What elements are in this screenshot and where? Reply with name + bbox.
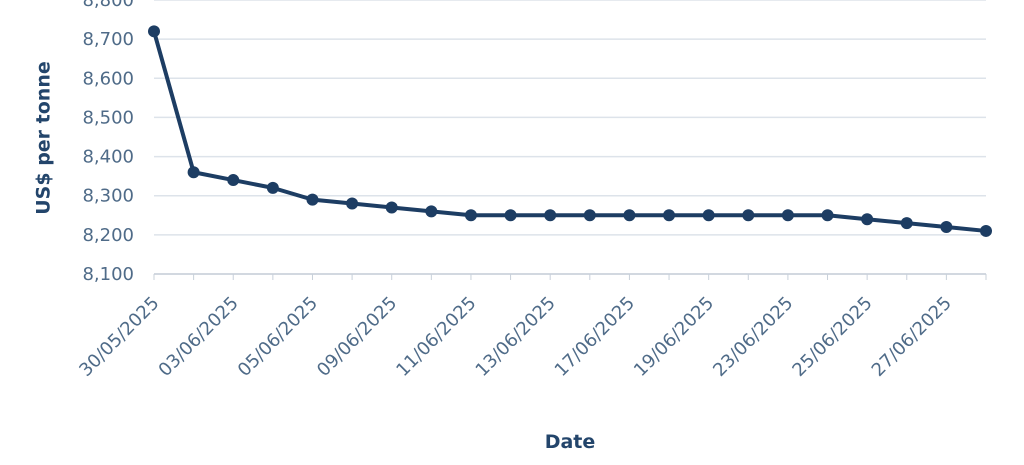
x-tick-label: 30/05/2025 bbox=[75, 293, 163, 381]
y-axis-title: US$ per tonne bbox=[33, 61, 55, 215]
y-tick-label: 8,800 bbox=[82, 0, 134, 11]
x-tick-label: 03/06/2025 bbox=[155, 293, 243, 381]
point bbox=[464, 209, 477, 222]
y-tick-label: 8,600 bbox=[82, 68, 134, 89]
x-tick-label: 11/06/2025 bbox=[392, 293, 480, 381]
point bbox=[940, 221, 953, 234]
point bbox=[504, 209, 517, 222]
x-tick-label: 23/06/2025 bbox=[709, 293, 797, 381]
point bbox=[702, 209, 715, 222]
x-tick-label: 19/06/2025 bbox=[630, 293, 718, 381]
point bbox=[821, 209, 834, 222]
x-tick-label: 27/06/2025 bbox=[868, 293, 956, 381]
x-tick-label: 17/06/2025 bbox=[551, 293, 639, 381]
y-tick-label: 8,200 bbox=[82, 225, 134, 246]
point bbox=[861, 213, 874, 226]
y-tick-label: 8,700 bbox=[82, 29, 134, 50]
point bbox=[623, 209, 636, 222]
point bbox=[187, 166, 200, 179]
x-tick-label: 05/06/2025 bbox=[234, 293, 322, 381]
point bbox=[346, 197, 359, 210]
x-tick-label: 09/06/2025 bbox=[313, 293, 401, 381]
x-tick-label: 13/06/2025 bbox=[472, 293, 560, 381]
point bbox=[742, 209, 755, 222]
x-tick-label: 25/06/2025 bbox=[788, 293, 876, 381]
x-axis-title: Date bbox=[545, 431, 596, 453]
y-tick-label: 8,100 bbox=[82, 264, 134, 285]
point bbox=[583, 209, 596, 222]
point bbox=[781, 209, 794, 222]
point bbox=[227, 174, 240, 187]
point bbox=[544, 209, 557, 222]
point bbox=[266, 181, 279, 194]
y-tick-label: 8,300 bbox=[82, 186, 134, 207]
y-tick-label: 8,500 bbox=[82, 107, 134, 128]
line bbox=[152, 30, 987, 233]
point bbox=[148, 25, 160, 38]
y-tick-label: 8,400 bbox=[82, 147, 134, 168]
point bbox=[900, 217, 913, 230]
point bbox=[980, 224, 992, 237]
point bbox=[385, 201, 398, 214]
point bbox=[425, 205, 438, 218]
point bbox=[663, 209, 676, 222]
point bbox=[306, 193, 319, 206]
